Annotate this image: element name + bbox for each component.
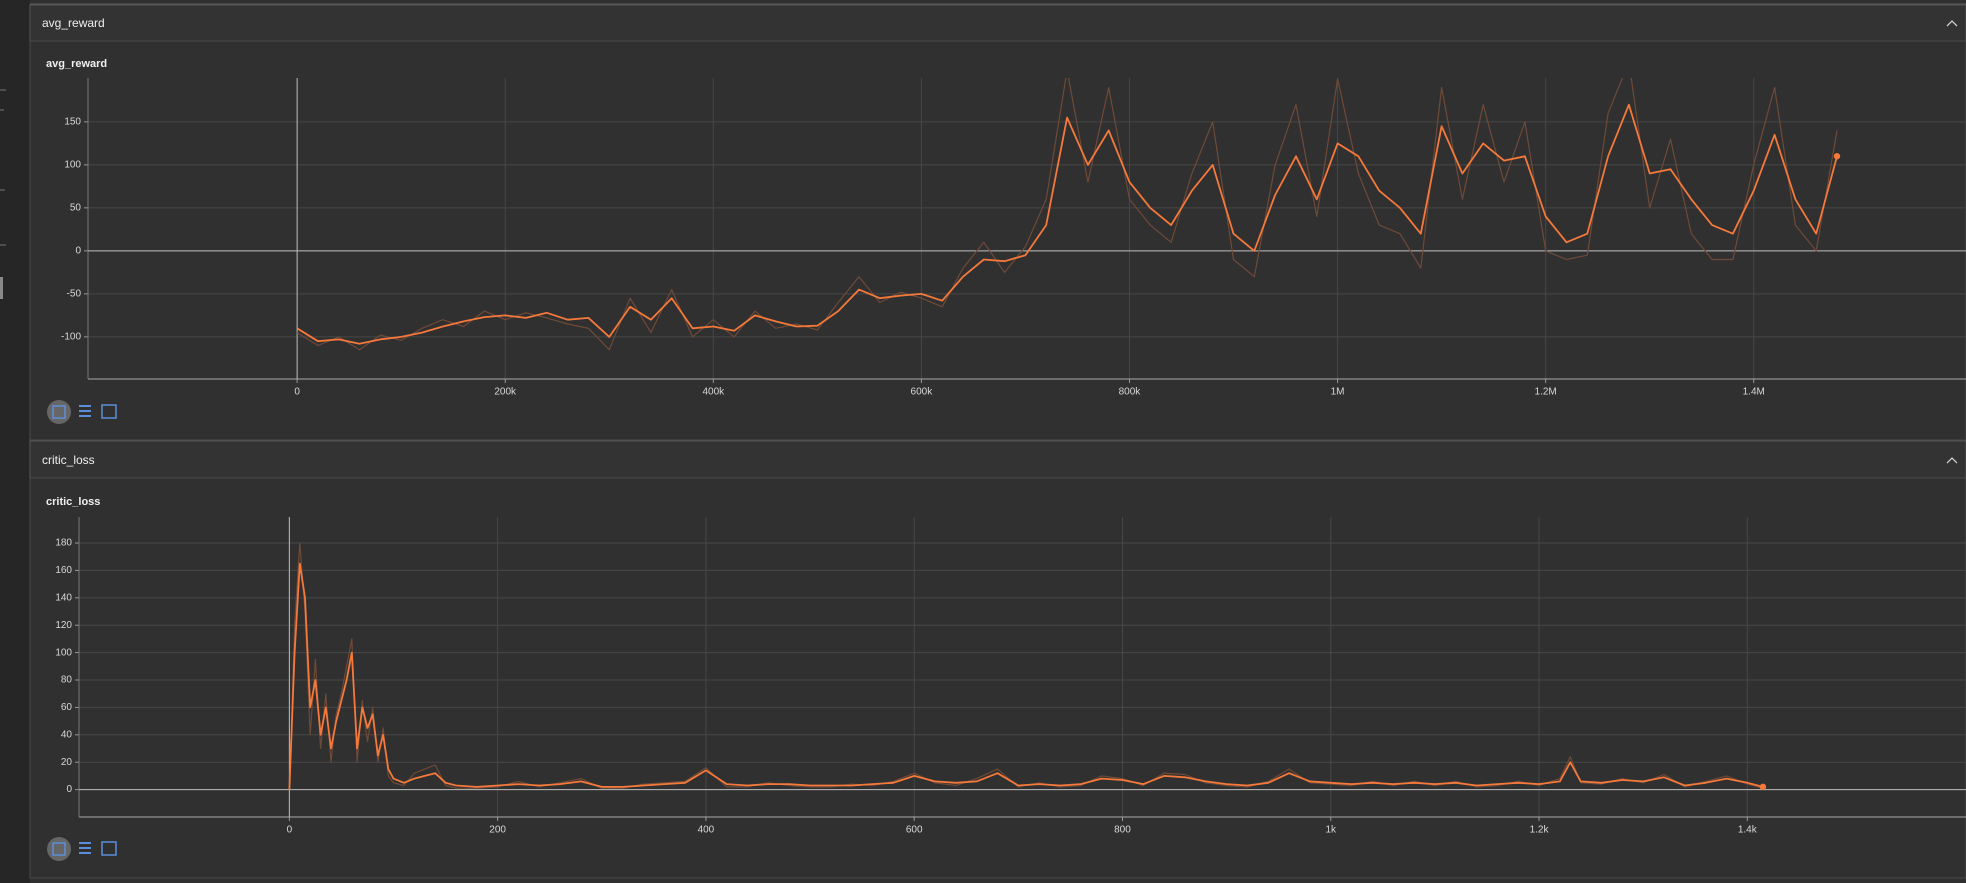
y-tick-label: -50 xyxy=(67,289,82,300)
group-header[interactable] xyxy=(29,4,1966,42)
x-tick-label: 1M xyxy=(1331,387,1345,398)
smoothed-line xyxy=(288,562,1764,790)
x-tick-label: 1k xyxy=(1325,825,1337,836)
chart-toolbar xyxy=(47,400,117,424)
collapse-caret[interactable] xyxy=(1946,457,1958,464)
y-tick-label: 0 xyxy=(75,246,81,257)
chart-card xyxy=(29,40,1966,441)
last-point xyxy=(1759,783,1767,791)
expand-icon xyxy=(52,405,66,419)
y-tick-label: 80 xyxy=(61,675,73,686)
expand-icon xyxy=(52,842,66,856)
data-table-button[interactable] xyxy=(79,405,91,417)
chart-card xyxy=(29,477,1966,879)
sidebar-marks xyxy=(0,89,6,246)
sidebar-indicator xyxy=(0,277,3,299)
raw-line xyxy=(288,542,1764,790)
group-title: avg_reward xyxy=(42,16,105,30)
x-tick-label: 0 xyxy=(294,387,300,398)
y-tick-label: 100 xyxy=(64,160,81,171)
fit-domain-button[interactable] xyxy=(101,841,117,856)
x-tick-label: 0 xyxy=(287,825,293,836)
x-tick-label: 1.2M xyxy=(1535,387,1557,398)
expand-button[interactable] xyxy=(47,400,71,424)
x-tick-label: 200k xyxy=(494,387,517,398)
raw-line xyxy=(296,78,1838,351)
x-tick-label: 1.4k xyxy=(1738,825,1758,836)
x-tick-label: 400k xyxy=(702,387,725,398)
x-tick-label: 600k xyxy=(911,387,934,398)
x-tick-label: 200 xyxy=(489,825,506,836)
y-tick-label: 100 xyxy=(55,647,72,658)
y-tick-label: 0 xyxy=(66,784,72,795)
plot-lines xyxy=(296,78,1838,351)
smoothed-line xyxy=(296,103,1838,345)
y-tick-label: 20 xyxy=(61,757,73,768)
y-tick-label: 140 xyxy=(55,592,72,603)
x-tick-label: 1.2k xyxy=(1530,825,1550,836)
sidebar xyxy=(0,0,30,883)
last-point xyxy=(1833,153,1841,160)
x-tick-label: 800k xyxy=(1119,387,1142,398)
x-tick-label: 1.4M xyxy=(1743,387,1765,398)
expand-button[interactable] xyxy=(47,837,71,861)
y-tick-label: 50 xyxy=(70,203,82,214)
x-tick-label: 600 xyxy=(906,825,923,836)
y-tick-label: 40 xyxy=(61,729,73,740)
y-tick-label: -100 xyxy=(61,332,81,343)
fit-domain-button[interactable] xyxy=(101,404,117,419)
x-tick-label: 400 xyxy=(698,825,715,836)
data-table-button[interactable] xyxy=(79,842,91,854)
y-tick-label: 120 xyxy=(55,620,72,631)
y-tick-label: 160 xyxy=(55,565,72,576)
x-tick-label: 800 xyxy=(1114,825,1131,836)
chart-title: critic_loss xyxy=(46,496,100,508)
y-tick-label: 150 xyxy=(64,117,81,128)
plot-lines xyxy=(288,542,1764,790)
chart-title: avg_reward xyxy=(46,58,107,70)
y-tick-label: 60 xyxy=(61,702,73,713)
y-tick-label: 180 xyxy=(55,538,72,549)
group-title: critic_loss xyxy=(42,453,95,467)
chart-toolbar xyxy=(47,837,117,861)
group-header[interactable] xyxy=(29,440,1966,479)
collapse-caret[interactable] xyxy=(1946,20,1958,27)
